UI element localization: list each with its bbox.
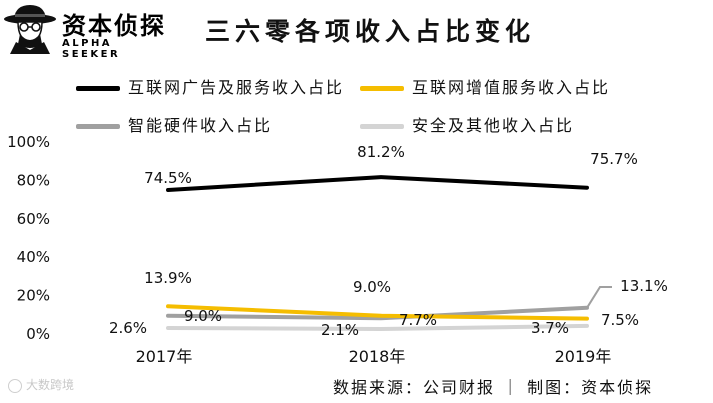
legend-item-other: 安全及其他收入占比	[360, 112, 574, 136]
data-label: 2.1%	[321, 321, 359, 339]
series-line-4	[166, 323, 589, 331]
y-tick-label: 100%	[7, 133, 50, 151]
y-tick-label: 60%	[17, 210, 50, 228]
watermark-text: 大数跨境	[26, 378, 75, 392]
data-label: 3.7%	[531, 319, 569, 337]
y-tick-label: 80%	[17, 171, 50, 189]
data-label: 13.9%	[144, 269, 192, 287]
legend-swatch	[360, 86, 404, 91]
y-tick-label: 0%	[26, 325, 50, 343]
x-tick-label: 2018年	[349, 347, 406, 366]
legend-item-hardware: 智能硬件收入占比	[76, 112, 272, 136]
data-label: 74.5%	[144, 169, 192, 187]
x-tick-label: 2019年	[555, 347, 612, 366]
y-tick-label: 40%	[17, 248, 50, 266]
detective-avatar-icon	[2, 2, 58, 54]
legend-label: 智能硬件收入占比	[128, 116, 273, 135]
legend-item-internet-ads: 互联网广告及服务收入占比	[76, 74, 344, 98]
legend-swatch	[76, 86, 120, 91]
data-label: 75.7%	[590, 150, 638, 168]
legend-swatch	[360, 124, 404, 129]
data-label: 7.7%	[399, 311, 437, 329]
legend-item-value-added: 互联网增值服务收入占比	[360, 74, 610, 98]
data-label: 7.5%	[601, 311, 639, 329]
legend-swatch	[76, 124, 120, 129]
y-tick-label: 20%	[17, 287, 50, 305]
brand-subtitle: ALPHA SEEKER	[62, 38, 121, 60]
chart-title: 三六零各项收入占比变化	[205, 17, 536, 46]
data-source-note: 数据来源：公司财报 ｜ 制图：资本侦探	[333, 378, 654, 397]
data-label: 9.0%	[184, 307, 222, 325]
brand-logo: 资本侦探 ALPHA SEEKER	[2, 2, 174, 60]
legend-label: 互联网增值服务收入占比	[412, 78, 611, 97]
series-line-3	[166, 305, 589, 321]
brand-name: 资本侦探	[62, 12, 166, 40]
data-label: 2.6%	[109, 319, 147, 337]
watermark-icon	[8, 378, 22, 393]
series-line-2	[166, 304, 589, 321]
legend-label: 安全及其他收入占比	[412, 116, 575, 135]
watermark: 大数跨境	[8, 376, 74, 393]
x-tick-label: 2017年	[136, 347, 193, 366]
data-label: 81.2%	[357, 143, 405, 161]
data-label: 9.0%	[353, 278, 391, 296]
legend-label: 互联网广告及服务收入占比	[128, 78, 345, 97]
data-label: 13.1%	[620, 277, 668, 295]
leader-line	[586, 286, 612, 309]
series-line-1	[166, 175, 589, 192]
